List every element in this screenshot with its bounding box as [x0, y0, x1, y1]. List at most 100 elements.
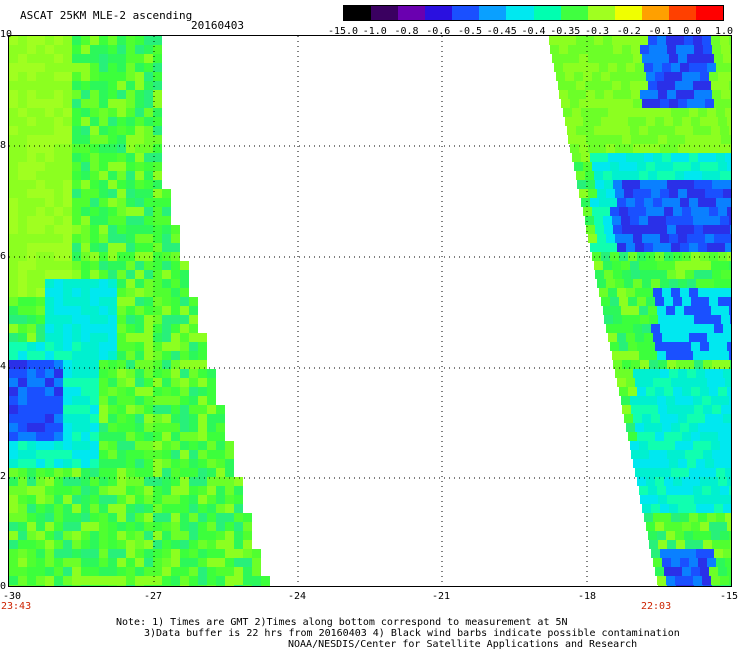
swath-cell-left: [135, 225, 144, 234]
swath-cell-left: [45, 450, 54, 459]
swath-cell-left: [72, 99, 81, 108]
swath-cell-left: [207, 585, 216, 586]
swath-cell-right: [711, 441, 720, 450]
swath-cell-left: [45, 36, 54, 45]
swath-cell-left: [144, 144, 153, 153]
swath-cell-left: [54, 405, 63, 414]
swath-cell-left: [108, 153, 117, 162]
swath-cell-right: [682, 297, 691, 306]
swath-cell-left: [9, 279, 18, 288]
swath-cell-left: [9, 207, 18, 216]
swath-cell-right: [642, 369, 651, 378]
swath-cell-right: [640, 450, 649, 459]
swath-cell-right: [630, 351, 639, 360]
swath-cell-left: [81, 459, 90, 468]
swath-cell-right: [646, 387, 655, 396]
swath-cell-left: [9, 531, 18, 540]
swath-cell-left: [135, 207, 144, 216]
swath-cell-left: [90, 414, 99, 423]
swath-cell-left: [54, 72, 63, 81]
swath-cell-left: [45, 243, 54, 252]
swath-cell-right: [601, 117, 610, 126]
swath-cell-left: [45, 513, 54, 522]
swath-cell-left: [90, 288, 99, 297]
swath-cell-right: [698, 468, 707, 477]
swath-cell-left: [189, 513, 198, 522]
swath-cell-right: [707, 288, 716, 297]
swath-cell-left: [171, 225, 180, 234]
swath-cell-right: [727, 117, 731, 126]
swath-cell-left: [27, 63, 36, 72]
swath-cell-right: [574, 117, 583, 126]
y-tick-4: 4: [0, 361, 7, 372]
swath-cell-right: [693, 126, 702, 135]
swath-cell-right: [655, 567, 664, 576]
swath-cell-left: [18, 342, 27, 351]
swath-cell-left: [216, 405, 225, 414]
swath-cell-left: [72, 234, 81, 243]
swath-cell-left: [81, 279, 90, 288]
swath-cell-left: [9, 423, 18, 432]
swath-cell-left: [63, 522, 72, 531]
swath-cell-left: [153, 549, 162, 558]
swath-cell-left: [9, 459, 18, 468]
swath-cell-left: [63, 270, 72, 279]
swath-cell-left: [225, 450, 234, 459]
swath-cell-left: [108, 36, 117, 45]
swath-cell-left: [18, 234, 27, 243]
swath-cell-right: [707, 63, 716, 72]
swath-cell-right: [687, 324, 696, 333]
swath-cell-right: [707, 243, 716, 252]
swath-cell-right: [689, 243, 698, 252]
swath-cell-left: [9, 36, 18, 45]
swath-cell-left: [135, 567, 144, 576]
swath-cell-left: [108, 198, 117, 207]
swath-cell-left: [108, 171, 117, 180]
swath-cell-right: [646, 162, 655, 171]
swath-cell-right: [696, 504, 705, 513]
swath-cell-right: [622, 135, 631, 144]
swath-cell-left: [117, 396, 126, 405]
swath-cell-left: [117, 108, 126, 117]
swath-cell-left: [144, 270, 153, 279]
swath-cell-right: [718, 207, 727, 216]
swath-cell-right: [630, 81, 639, 90]
swath-cell-right: [624, 144, 633, 153]
swath-cell-left: [189, 387, 198, 396]
swath-cell-left: [171, 288, 180, 297]
swath-cell-right: [640, 225, 649, 234]
swath-cell-left: [117, 540, 126, 549]
swath-cell-left: [126, 279, 135, 288]
swath-cell-right: [651, 414, 660, 423]
swath-cell-right: [702, 171, 711, 180]
swath-cell-left: [27, 531, 36, 540]
swath-cell-left: [135, 576, 144, 585]
swath-cell-left: [36, 198, 45, 207]
swath-cell-right: [644, 243, 653, 252]
swath-cell-left: [90, 576, 99, 585]
swath-cell-left: [117, 342, 126, 351]
swath-cell-left: [99, 576, 108, 585]
color-scale-swatch: [344, 6, 372, 20]
swath-cell-left: [144, 63, 153, 72]
swath-cell-right: [660, 459, 669, 468]
swath-cell-right: [653, 468, 662, 477]
swath-cell-right: [671, 333, 680, 342]
swath-cell-right: [621, 261, 630, 270]
swath-cell-right: [702, 81, 711, 90]
swath-cell-right: [595, 90, 604, 99]
swath-cell-left: [72, 180, 81, 189]
swath-cell-left: [171, 297, 180, 306]
swath-cell-right: [725, 513, 731, 522]
swath-cell-right: [676, 225, 685, 234]
swath-cell-left: [27, 405, 36, 414]
swath-cell-right: [637, 72, 646, 81]
swath-cell-left: [63, 414, 72, 423]
swath-cell-right: [730, 360, 731, 369]
swath-cell-right: [651, 234, 660, 243]
swath-cell-left: [72, 117, 81, 126]
swath-cell-left: [225, 576, 234, 585]
swath-cell-right: [631, 360, 640, 369]
swath-cell-left: [198, 414, 207, 423]
swath-cell-left: [45, 171, 54, 180]
